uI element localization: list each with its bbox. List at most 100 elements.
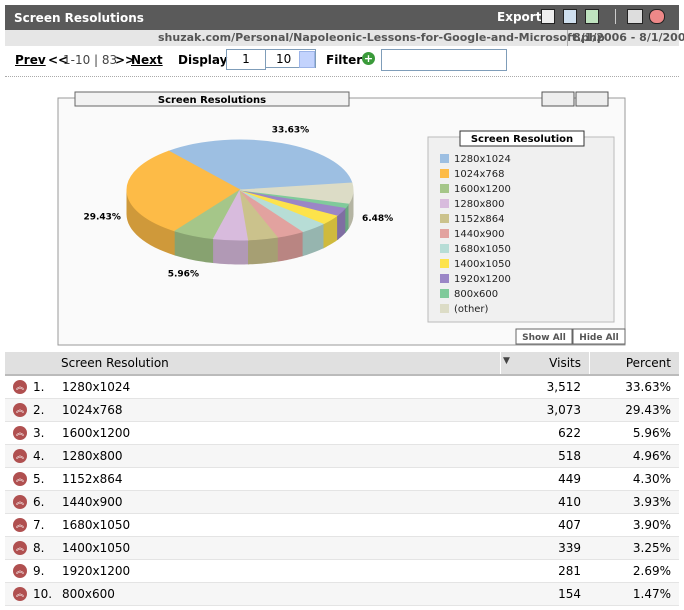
table-header	[5, 352, 679, 376]
print-icon[interactable]	[627, 9, 643, 24]
date-range: 8/1/2006 - 8/1/2006	[573, 31, 684, 44]
forward-arrows[interactable]: >>	[115, 53, 136, 67]
legend-title-box	[459, 130, 585, 147]
per-page-select[interactable]: 10	[265, 49, 316, 68]
legend-swatch	[440, 199, 449, 208]
resolution[interactable]: 800x600	[62, 587, 115, 601]
table-row	[5, 491, 679, 514]
pie-slice	[126, 150, 241, 232]
percent: 33.63%	[625, 380, 671, 394]
row-icon[interactable]: ︽	[13, 564, 27, 578]
visits: 407	[558, 518, 581, 532]
table-row	[5, 376, 679, 399]
rank: 2.	[33, 403, 45, 417]
percent: 5.96%	[632, 426, 671, 440]
resolution[interactable]: 1680x1050	[62, 518, 131, 532]
percent: 29.43%	[625, 403, 671, 417]
pie-slice-side	[248, 236, 279, 265]
column-header: Screen Resolution	[61, 356, 169, 370]
resolution[interactable]: 1440x900	[62, 495, 123, 509]
row-icon[interactable]: ︽	[13, 426, 27, 440]
row-icon[interactable]: ︽	[13, 587, 27, 601]
legend-swatch	[440, 214, 449, 223]
resolution[interactable]: 1152x864	[62, 472, 123, 486]
percent: 2.69%	[632, 564, 671, 578]
table-row	[5, 422, 679, 445]
legend-swatch	[440, 259, 449, 268]
row-icon[interactable]: ︽	[13, 403, 27, 417]
select-arrow[interactable]	[299, 51, 315, 68]
table-row	[5, 468, 679, 491]
visits: 3,073	[546, 403, 581, 417]
email-icon[interactable]	[649, 9, 665, 24]
rank: 8.	[33, 541, 45, 555]
separator	[615, 9, 616, 24]
divider	[5, 76, 679, 77]
legend-swatch	[440, 229, 449, 238]
resolution[interactable]: 1280x800	[62, 449, 123, 463]
column-header[interactable]: Visits	[549, 356, 581, 370]
table-row	[5, 583, 679, 606]
legend-label: 1280x1024	[454, 154, 511, 165]
resolution[interactable]: 1280x1024	[62, 380, 131, 394]
row-icon[interactable]: ︽	[13, 380, 27, 394]
legend-swatch	[440, 154, 449, 163]
show-all-button[interactable]	[515, 328, 573, 345]
resolution[interactable]: 1400x1050	[62, 541, 131, 555]
report-title: Screen Resolutions	[14, 11, 144, 25]
table-row	[5, 560, 679, 583]
visits: 339	[558, 541, 581, 555]
chart-panel: Screen Resolutions Screen Resolution Sho…	[57, 91, 626, 346]
filter-input[interactable]	[381, 49, 507, 71]
table-row	[5, 537, 679, 560]
chart-title-box	[74, 91, 350, 107]
next-link[interactable]: Next	[131, 53, 163, 67]
show-all[interactable]: Show All	[522, 333, 566, 343]
separator	[567, 30, 568, 46]
table-row	[5, 399, 679, 422]
column-header: Percent	[625, 356, 671, 370]
filter-add-icon[interactable]: +	[362, 52, 375, 65]
legend-swatch	[440, 304, 449, 313]
url: shuzak.com/Personal/Napoleonic-Lessons-f…	[158, 31, 605, 44]
display-input[interactable]: 1	[226, 49, 266, 70]
legend-swatch	[440, 274, 449, 283]
resolution[interactable]: 1600x1200	[62, 426, 131, 440]
legend-label: 1920x1200	[454, 274, 511, 285]
visits: 154	[558, 587, 581, 601]
export-icon[interactable]	[563, 9, 577, 24]
rank: 1.	[33, 380, 45, 394]
legend-label: 1440x900	[454, 229, 504, 240]
legend-title: Screen Resolution	[471, 134, 573, 145]
back-arrows[interactable]: <<	[48, 53, 69, 67]
pie-value-label: 29.43%	[83, 212, 121, 222]
legend-box	[427, 136, 615, 323]
legend-swatch	[440, 289, 449, 298]
rank: 6.	[33, 495, 45, 509]
percent: 1.47%	[632, 587, 671, 601]
prev-link[interactable]: Prev	[15, 53, 46, 67]
export-icon[interactable]	[541, 9, 555, 24]
row-icon[interactable]: ︽	[13, 518, 27, 532]
visits: 518	[558, 449, 581, 463]
row-icon[interactable]: ︽	[13, 495, 27, 509]
hide-all-button[interactable]	[572, 328, 626, 345]
percent: 3.90%	[632, 518, 671, 532]
resolution[interactable]: 1024x768	[62, 403, 123, 417]
export-icon[interactable]	[585, 9, 599, 24]
range: 1-10 | 83	[63, 53, 118, 67]
resolution[interactable]: 1920x1200	[62, 564, 131, 578]
sort-arrow[interactable]: ▼	[503, 356, 510, 366]
legend-label: 1152x864	[454, 214, 504, 225]
table-view-button[interactable]	[541, 91, 575, 107]
hide-all[interactable]: Hide All	[579, 333, 618, 343]
row-icon[interactable]: ︽	[13, 472, 27, 486]
table-row	[5, 514, 679, 537]
row-icon[interactable]: ︽	[13, 449, 27, 463]
percent: 3.93%	[632, 495, 671, 509]
visits: 449	[558, 472, 581, 486]
rank: 10.	[33, 587, 53, 601]
pie-view-button[interactable]	[575, 91, 609, 107]
row-icon[interactable]: ︽	[13, 541, 27, 555]
